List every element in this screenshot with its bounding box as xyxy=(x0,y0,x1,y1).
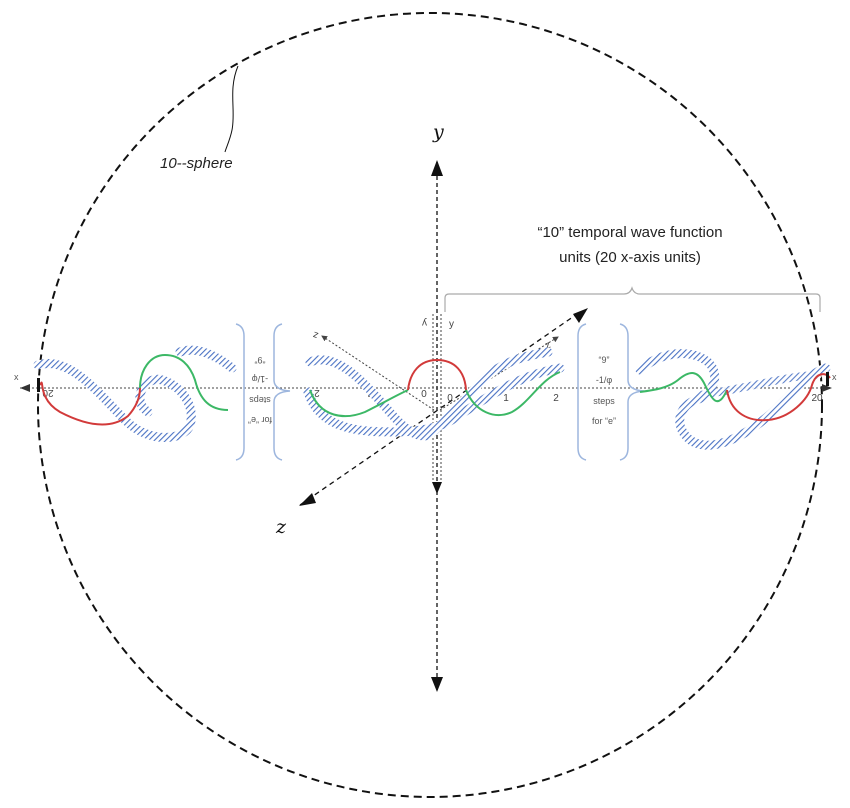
sphere-label: 10--sphere xyxy=(160,155,233,172)
steps-brace-right: “9” -1/φ steps for “e” xyxy=(577,323,645,461)
wave-green-center-right xyxy=(465,371,561,416)
wave-blue-center-right xyxy=(303,363,565,437)
wave-group-center xyxy=(303,347,565,441)
tick-right-2: 2 xyxy=(553,393,559,404)
small-y-label-right: y xyxy=(449,319,454,330)
steps-left-line-2: -1/φ xyxy=(252,374,269,384)
big-z-arrow-upper xyxy=(573,308,588,323)
x-axis-arrow-right xyxy=(822,384,832,392)
small-z-axis-right xyxy=(439,336,559,411)
wave-group-right-outer xyxy=(635,349,831,450)
wave-blue-right-outer-2 xyxy=(696,371,822,399)
x-axis-arrow-left xyxy=(20,384,30,392)
steps-right-line-2: -1/φ xyxy=(596,375,613,385)
steps-right-line-4: for “e” xyxy=(592,416,616,426)
tick-left-20: 20 xyxy=(42,387,54,398)
wave-green-right-outer xyxy=(639,372,728,403)
steps-left-line-4: for “e” xyxy=(248,415,272,425)
big-z-label: z xyxy=(275,516,287,538)
wave-green-left-outer xyxy=(139,353,229,411)
mid-y-arrow-down xyxy=(432,482,442,494)
right-end-marker xyxy=(826,372,829,386)
tick-right-1: 1 xyxy=(503,393,509,404)
wave-green-center-left xyxy=(309,389,409,418)
big-y-arrow-down xyxy=(431,677,443,692)
annotation-brace xyxy=(444,286,821,312)
tick-right-20: 20 xyxy=(811,393,823,404)
wave-blue-left-outer-1 xyxy=(33,358,196,442)
left-end-marker xyxy=(37,378,40,392)
wave-group-left-outer xyxy=(33,345,237,442)
wave-red-right-outer xyxy=(726,373,831,422)
big-y-label: y xyxy=(432,121,444,143)
steps-left-line-3: steps xyxy=(249,395,271,405)
steps-left-line-1: “9” xyxy=(254,355,265,365)
x-label-left: x xyxy=(14,372,19,382)
big-z-axis xyxy=(299,311,581,506)
steps-right-line-3: steps xyxy=(593,396,615,406)
wave-blue-left-outer-2 xyxy=(175,345,237,373)
annotation-line-2: units (20 x-axis units) xyxy=(559,249,701,266)
tick-right-0: 0 xyxy=(447,393,453,404)
small-z-label-right: z xyxy=(544,340,552,352)
big-z-arrow-lower xyxy=(299,493,316,506)
big-y-arrow-up xyxy=(431,160,443,176)
wave-red-center xyxy=(407,358,467,391)
sphere-label-leader xyxy=(224,65,239,153)
ten-sphere-circle xyxy=(37,12,823,798)
tick-left-2: 2 xyxy=(314,387,320,398)
steps-right-line-1: “9” xyxy=(599,355,610,365)
steps-brace-left: “9” -1/φ steps for “e” xyxy=(235,323,291,461)
wave-blue-right-outer-1 xyxy=(635,349,831,450)
small-y-label-left: y xyxy=(422,317,427,328)
small-z-label-left: z xyxy=(311,329,319,341)
x-label-right: x xyxy=(832,372,837,382)
tick-left-0: 0 xyxy=(421,387,427,398)
annotation-line-1: “10” temporal wave function xyxy=(537,224,722,241)
wave-red-left-outer xyxy=(39,381,141,426)
